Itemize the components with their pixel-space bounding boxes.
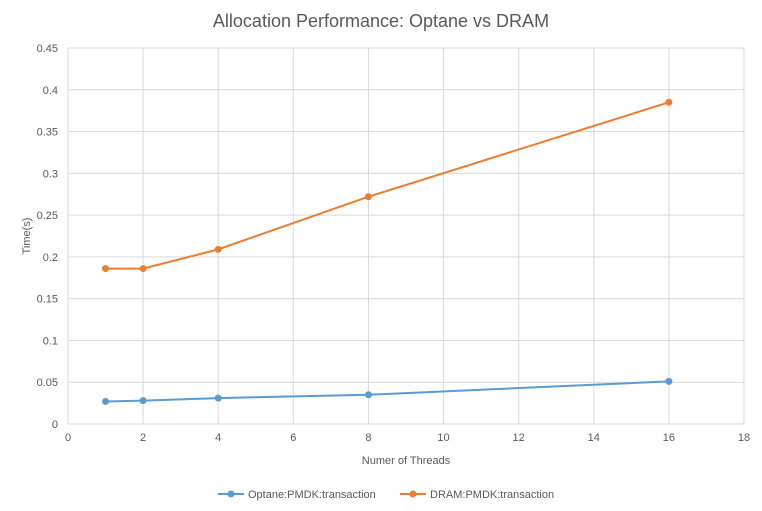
data-point — [214, 245, 222, 253]
y-tick-label: 0.05 — [37, 377, 58, 389]
y-tick-label: 0 — [52, 419, 58, 431]
series-0 — [102, 377, 673, 405]
x-tick-label: 18 — [738, 432, 750, 444]
y-axis-label: Time(s) — [21, 218, 33, 255]
series-line — [105, 380, 669, 403]
legend-marker — [227, 490, 235, 498]
data-point — [102, 265, 110, 273]
series-layer — [102, 98, 673, 405]
gridlines — [67, 47, 745, 425]
data-point — [364, 193, 372, 201]
legend-label: Optane:PMDK:transaction — [248, 489, 376, 501]
y-tick-label: 0.15 — [37, 294, 58, 306]
y-tick-label: 0.25 — [37, 210, 58, 222]
data-point — [102, 397, 110, 405]
series-1 — [102, 98, 673, 273]
x-tick-label: 14 — [588, 432, 600, 444]
x-tick-label: 10 — [437, 432, 449, 444]
data-point — [214, 394, 222, 402]
y-tick-label: 0.1 — [43, 335, 58, 347]
x-tick-label: 12 — [513, 432, 525, 444]
legend-item: DRAM:PMDK:transaction — [400, 489, 554, 501]
x-tick-label: 6 — [290, 432, 296, 444]
legend-marker — [409, 490, 417, 498]
y-tick-label: 0.2 — [43, 252, 58, 264]
legend: Optane:PMDK:transaction DRAM:PMDK:transac… — [218, 489, 554, 501]
x-tick-label: 0 — [65, 432, 71, 444]
y-tick-label: 0.3 — [43, 168, 58, 180]
data-point — [139, 397, 147, 405]
data-point — [139, 265, 147, 273]
chart-title: Allocation Performance: Optane vs DRAM — [213, 11, 549, 31]
x-tick-label: 8 — [365, 432, 371, 444]
x-tick-label: 2 — [140, 432, 146, 444]
y-tick-label: 0.35 — [37, 127, 58, 139]
data-point — [364, 391, 372, 399]
y-tick-label: 0.4 — [43, 85, 58, 97]
legend-label: DRAM:PMDK:transaction — [430, 489, 554, 501]
data-point — [665, 98, 673, 106]
series-line — [105, 101, 670, 270]
tick-labels: 0 0.05 0.1 0.15 0.2 0.25 0.3 0.35 0.4 0.45 0 2 4 6 8 10… — [37, 43, 751, 444]
x-axis-label: Numer of Threads — [362, 455, 451, 467]
y-tick-label: 0.45 — [37, 43, 58, 55]
legend-item: Optane:PMDK:transaction — [218, 489, 376, 501]
x-tick-label: 4 — [215, 432, 221, 444]
data-point — [665, 377, 673, 385]
x-tick-label: 16 — [663, 432, 675, 444]
